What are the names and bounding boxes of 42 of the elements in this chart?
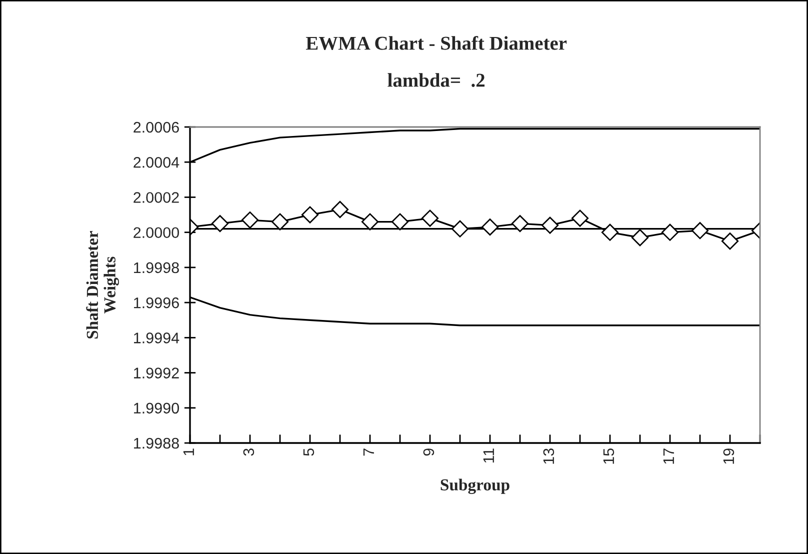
point <box>721 232 739 250</box>
chart-subtitle: lambda= .2 <box>388 73 485 87</box>
y-tick-label: 1.9990 <box>134 402 179 414</box>
x-tick-label: 3 <box>243 448 254 456</box>
point <box>571 210 589 227</box>
x-tick-label: 1 <box>183 448 194 456</box>
y-tick-label: 2.0002 <box>134 192 179 203</box>
point <box>361 213 379 230</box>
point <box>391 213 409 230</box>
x-tick-label: 5 <box>303 448 314 456</box>
y-axis-title: Shaft Diameter Weights <box>86 230 119 338</box>
point <box>421 210 439 227</box>
point <box>541 216 559 234</box>
x-tick-label: 13 <box>543 448 554 464</box>
chart-title: EWMA Chart - Shaft Diameter <box>306 36 567 50</box>
y-tick-label: 1.9988 <box>134 438 179 449</box>
y-tick-label: 1.9992 <box>134 368 179 378</box>
point <box>661 224 679 241</box>
y-tick-label: 2.0006 <box>134 122 179 133</box>
y-tick-label: 1.9998 <box>134 262 179 274</box>
point <box>691 222 709 240</box>
y-tick-label: 1.9996 <box>134 297 179 308</box>
x-tick-label: 19 <box>723 448 734 464</box>
x-axis-title: Subgroup <box>440 478 510 494</box>
x-tick-label: 9 <box>423 448 434 456</box>
point <box>211 215 229 232</box>
point <box>511 215 529 232</box>
point <box>241 211 259 229</box>
point <box>331 200 349 218</box>
y-tick-label: 2.0004 <box>134 156 180 168</box>
x-tick-label: 15 <box>603 448 614 464</box>
point <box>601 224 619 241</box>
point <box>451 220 469 238</box>
x-tick-label: 11 <box>483 448 494 463</box>
point <box>301 206 319 224</box>
x-tick-label: 7 <box>363 448 374 456</box>
y-tick-label: 2.0000 <box>134 227 179 238</box>
point <box>631 229 649 246</box>
x-tick-label: 17 <box>663 448 674 464</box>
y-tick-label: 1.9994 <box>134 332 180 344</box>
point <box>481 218 499 236</box>
point <box>271 213 289 230</box>
